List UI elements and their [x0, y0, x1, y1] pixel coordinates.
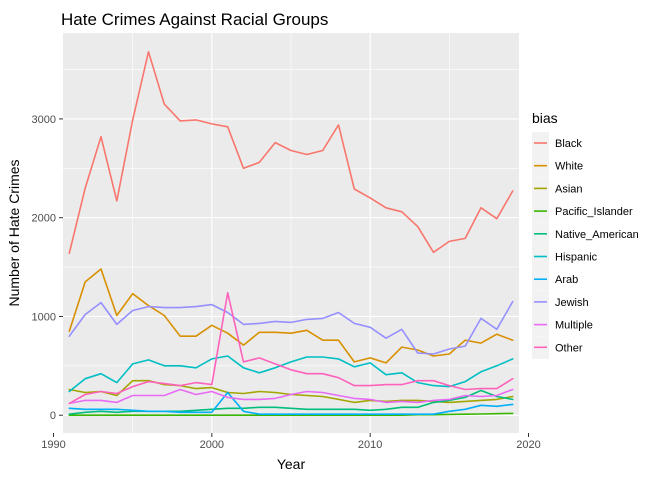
series-line-other [68, 291, 514, 405]
legend: bias Black White Asian Pacific_Islander Nati… [532, 110, 639, 359]
x-tick-label: 2010 [358, 439, 382, 451]
y-tick-label: 3000 [32, 114, 56, 126]
x-axis-title: Year [277, 456, 306, 472]
y-axis-title: Number of Hate Crimes [6, 159, 22, 306]
series-line-multiple [68, 388, 514, 405]
series-line-pacific-islander [68, 412, 514, 417]
series-line-arab [68, 391, 514, 416]
x-axis: 1990 2000 2010 2020 [41, 433, 541, 451]
series-line-hispanic [68, 355, 514, 393]
series-line-white [68, 268, 514, 364]
x-tick-label: 1990 [41, 439, 65, 451]
legend-label-jewish: Jewish [555, 297, 589, 309]
series-lines [68, 50, 514, 417]
legend-label-white: White [555, 161, 583, 173]
y-tick-label: 2000 [32, 213, 56, 225]
legend-label-arab: Arab [555, 274, 578, 286]
y-tick-label: 0 [50, 410, 56, 422]
series-line-black [68, 50, 514, 254]
x-tick-label: 2000 [200, 439, 224, 451]
y-tick-label: 1000 [32, 311, 56, 323]
legend-label-other: Other [555, 342, 583, 354]
legend-label-asian: Asian [555, 183, 583, 195]
legend-label-hispanic: Hispanic [555, 252, 598, 264]
x-tick-label: 2020 [516, 439, 540, 451]
legend-title: bias [532, 110, 558, 126]
legend-label-multiple: Multiple [555, 320, 593, 332]
legend-label-pacific-islander: Pacific_Islander [555, 206, 633, 218]
legend-label-native-american: Native_American [555, 229, 639, 241]
chart-title: Hate Crimes Against Racial Groups [61, 10, 328, 29]
series-line-jewish [68, 300, 514, 355]
grid-minor [63, 33, 519, 433]
y-axis: 0 1000 2000 3000 [32, 114, 63, 422]
legend-label-black: Black [555, 138, 582, 150]
